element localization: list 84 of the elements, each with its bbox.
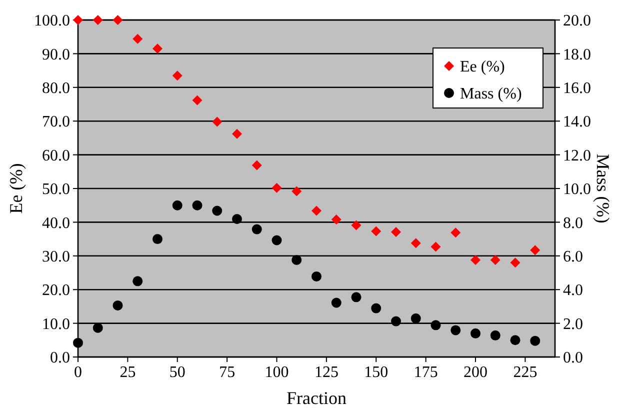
point	[450, 228, 461, 238]
point	[232, 128, 242, 139]
y2-tick-label: 10.0	[563, 181, 591, 198]
x-tick-label: 175	[414, 364, 438, 381]
point	[192, 200, 202, 210]
point	[252, 160, 262, 170]
x-tick-label: 75	[219, 364, 236, 381]
point	[132, 276, 143, 286]
y2-tick-label: 14.0	[563, 114, 591, 131]
x-tick-label: 0	[74, 364, 82, 381]
point	[232, 214, 242, 224]
point	[351, 220, 362, 230]
point	[371, 303, 382, 314]
y2-tick-label: 18.0	[563, 46, 591, 64]
point	[92, 322, 103, 333]
point	[312, 206, 322, 216]
y2-tick-label: 4.0	[563, 282, 583, 300]
point	[371, 226, 382, 236]
legend-label: Mass (%)	[460, 86, 522, 103]
y-tick-label: 40.0	[42, 214, 70, 232]
point	[292, 186, 302, 196]
point	[112, 15, 123, 25]
point	[510, 258, 520, 268]
y-tick-label: 60.0	[42, 147, 70, 164]
point	[391, 226, 401, 237]
y-tick-label: 30.0	[42, 248, 70, 266]
y2-tick-label: 16.0	[563, 80, 591, 97]
x-tick-label: 100	[264, 364, 289, 381]
point	[331, 298, 342, 308]
point	[192, 95, 202, 106]
point	[252, 224, 262, 234]
point	[73, 338, 83, 348]
point	[450, 325, 461, 336]
point	[351, 292, 362, 302]
point	[490, 330, 500, 340]
y-axis-title: Ee (%)	[6, 163, 26, 214]
x-tick-label: 225	[513, 364, 538, 381]
point	[410, 238, 421, 248]
point	[152, 44, 162, 54]
y-tick-label: 0.0	[50, 350, 70, 367]
point	[272, 235, 282, 246]
point	[410, 313, 421, 324]
point	[212, 116, 222, 127]
y-tick-label: 70.0	[42, 114, 70, 131]
y-tick-label: 90.0	[42, 46, 70, 64]
point	[132, 34, 143, 44]
point	[272, 182, 282, 193]
y2-tick-label: 20.0	[563, 12, 591, 30]
y2-tick-label: 2.0	[563, 316, 583, 333]
y-tick-label: 80.0	[42, 80, 70, 97]
y2-axis-title: Mass (%)	[593, 154, 613, 224]
y2-tick-label: 6.0	[563, 248, 583, 266]
point	[212, 206, 222, 216]
point	[312, 271, 322, 282]
point	[530, 245, 540, 256]
x-tick-label: 25	[120, 364, 136, 381]
y-tick-label: 20.0	[42, 282, 70, 300]
y2-tick-label: 0.0	[563, 350, 583, 367]
point	[391, 316, 401, 326]
x-axis-title: Fraction	[286, 388, 346, 408]
point	[430, 242, 441, 252]
point	[92, 15, 103, 25]
point	[172, 200, 182, 210]
y2-tick-label: 8.0	[563, 214, 583, 232]
x-tick-label: 125	[314, 364, 338, 381]
point	[470, 254, 480, 265]
y2-tick-label: 12.0	[563, 147, 591, 164]
point	[510, 335, 520, 346]
point	[112, 300, 123, 310]
x-tick-label: 50	[169, 364, 186, 381]
point	[152, 234, 162, 244]
point	[331, 214, 342, 225]
point	[292, 254, 302, 265]
legend-label: Ee (%)	[460, 58, 505, 76]
x-tick-label: 200	[464, 364, 488, 381]
y-tick-label: 100.0	[34, 12, 70, 30]
point	[172, 70, 182, 81]
point	[530, 336, 540, 346]
y-tick-label: 50.0	[42, 181, 70, 198]
point	[470, 328, 480, 338]
point	[490, 254, 500, 265]
y-tick-label: 10.0	[42, 316, 70, 333]
point	[430, 320, 441, 330]
x-tick-label: 150	[364, 364, 388, 381]
